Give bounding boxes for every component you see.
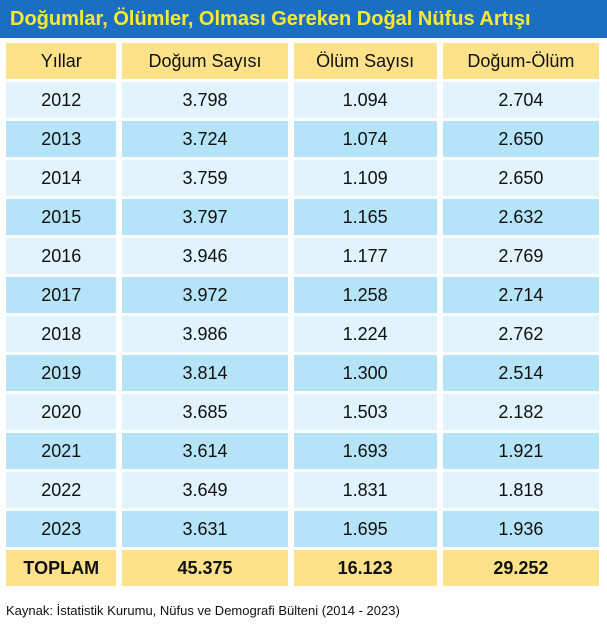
column-header: Doğum Sayısı (122, 43, 288, 79)
cell: 2018 (6, 316, 117, 352)
cell: 2.650 (442, 160, 599, 196)
cell: 1.921 (442, 433, 599, 469)
cell: 2.650 (442, 121, 599, 157)
data-row: 2013 3.724 1.074 2.650 (6, 121, 599, 157)
cell: 1.258 (293, 277, 437, 313)
cell: 2.762 (442, 316, 599, 352)
cell: 2015 (6, 199, 117, 235)
data-row: 2023 3.631 1.695 1.936 (6, 511, 599, 547)
column-header: Ölüm Sayısı (293, 43, 437, 79)
cell: 1.693 (293, 433, 437, 469)
cell: 1.300 (293, 355, 437, 391)
cell: 3.649 (122, 472, 288, 508)
cell: 1.177 (293, 238, 437, 274)
cell: 2.182 (442, 394, 599, 430)
cell: 2021 (6, 433, 117, 469)
cell: 1.818 (442, 472, 599, 508)
data-row: 2021 3.614 1.693 1.921 (6, 433, 599, 469)
cell: 2.704 (442, 82, 599, 118)
cell: 2.769 (442, 238, 599, 274)
data-row: 2016 3.946 1.177 2.769 (6, 238, 599, 274)
data-row: 2012 3.798 1.094 2.704 (6, 82, 599, 118)
data-row: 2018 3.986 1.224 2.762 (6, 316, 599, 352)
cell: 3.614 (122, 433, 288, 469)
cell: 1.936 (442, 511, 599, 547)
cell: 3.631 (122, 511, 288, 547)
cell: 2020 (6, 394, 117, 430)
cell: 1.165 (293, 199, 437, 235)
cell: 2.514 (442, 355, 599, 391)
total-cell: 16.123 (293, 550, 437, 586)
total-cell: 29.252 (442, 550, 599, 586)
column-header: Doğum-Ölüm (442, 43, 599, 79)
title: Doğumlar, Ölümler, Olması Gereken Doğal … (0, 0, 607, 38)
cell: 1.503 (293, 394, 437, 430)
total-row: TOPLAM 45.375 16.123 29.252 (6, 550, 599, 586)
cell: 2023 (6, 511, 117, 547)
data-row: 2022 3.649 1.831 1.818 (6, 472, 599, 508)
cell: 3.685 (122, 394, 288, 430)
cell: 1.094 (293, 82, 437, 118)
cell: 1.074 (293, 121, 437, 157)
cell: 2.632 (442, 199, 599, 235)
data-row: 2015 3.797 1.165 2.632 (6, 199, 599, 235)
cell: 1.224 (293, 316, 437, 352)
cell: 2022 (6, 472, 117, 508)
data-row: 2014 3.759 1.109 2.650 (6, 160, 599, 196)
cell: 3.798 (122, 82, 288, 118)
cell: 1.109 (293, 160, 437, 196)
data-row: 2017 3.972 1.258 2.714 (6, 277, 599, 313)
data-row: 2020 3.685 1.503 2.182 (6, 394, 599, 430)
cell: 1.831 (293, 472, 437, 508)
cell: 2019 (6, 355, 117, 391)
cell: 3.972 (122, 277, 288, 313)
cell: 3.986 (122, 316, 288, 352)
cell: 2016 (6, 238, 117, 274)
cell: 2014 (6, 160, 117, 196)
data-table: Yıllar Doğum Sayısı Ölüm Sayısı Doğum-Ölüm 2… (0, 40, 605, 589)
data-row: 2019 3.814 1.300 2.514 (6, 355, 599, 391)
cell: 2.714 (442, 277, 599, 313)
cell: 2017 (6, 277, 117, 313)
cell: 3.797 (122, 199, 288, 235)
total-cell: 45.375 (122, 550, 288, 586)
cell: 3.814 (122, 355, 288, 391)
cell: 2012 (6, 82, 117, 118)
header-row: Yıllar Doğum Sayısı Ölüm Sayısı Doğum-Ölüm (6, 43, 599, 79)
cell: 2013 (6, 121, 117, 157)
cell: 3.759 (122, 160, 288, 196)
cell: 1.695 (293, 511, 437, 547)
column-header: Yıllar (6, 43, 117, 79)
total-cell: TOPLAM (6, 550, 117, 586)
source-note: Kaynak: İstatistik Kurumu, Nüfus ve Demo… (6, 603, 400, 618)
cell: 3.724 (122, 121, 288, 157)
cell: 3.946 (122, 238, 288, 274)
